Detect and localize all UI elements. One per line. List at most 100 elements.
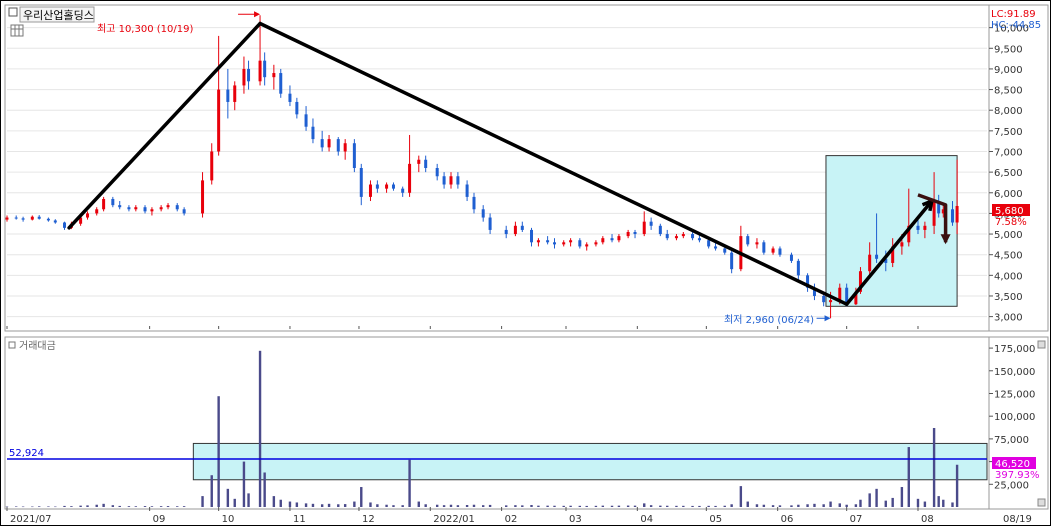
candle: [569, 238, 573, 247]
candle-body: [127, 207, 131, 210]
candle-body: [520, 225, 524, 230]
volume-bar: [932, 427, 936, 507]
candle: [796, 258, 800, 280]
candle-body: [822, 295, 826, 303]
volume-bar: [868, 493, 871, 507]
volume-bar: [272, 496, 276, 507]
volume-bar: [134, 506, 138, 507]
x-tick-label: 02: [505, 514, 518, 525]
price-tick-label: 10,000: [994, 24, 1029, 35]
candle: [923, 221, 927, 239]
title-label-box[interactable]: [19, 6, 95, 23]
volume-bar: [392, 505, 395, 507]
volume-bar: [666, 505, 669, 507]
volume-bar: [778, 505, 782, 507]
volume-bar: [465, 505, 469, 507]
candle-body: [845, 287, 849, 305]
trend-line: [258, 21, 849, 306]
candle-body: [674, 236, 678, 239]
high-marker-arrow: [254, 11, 261, 18]
volume-bar: [54, 506, 57, 508]
candle-body: [304, 114, 308, 127]
x-tick-label: 07: [850, 514, 863, 525]
price-tick-label: 4,500: [994, 251, 1023, 262]
chart-title: 우리산업홀딩스: [23, 9, 94, 22]
volume-bar: [578, 505, 582, 507]
candle: [456, 172, 460, 189]
hc-label: HC:-44.85: [991, 20, 1041, 31]
candle: [46, 217, 50, 222]
candle-body: [594, 242, 598, 245]
volume-bar: [456, 505, 460, 507]
candle: [336, 137, 340, 156]
candle: [258, 15, 262, 86]
volume-bar: [233, 498, 236, 507]
candle: [875, 213, 879, 263]
candle-body: [601, 238, 605, 243]
x-tick-label: 09: [153, 514, 166, 525]
volume-bar: [150, 506, 154, 507]
candle: [320, 130, 324, 152]
scroll-up-button[interactable]: [1037, 340, 1046, 349]
x-axis-end-label: 08/19: [1003, 514, 1032, 525]
candle-body: [166, 205, 170, 208]
candle: [368, 180, 372, 202]
candle-body: [150, 209, 154, 212]
volume-bar: [822, 504, 825, 507]
candle: [279, 68, 283, 98]
low-annotation: 최저 2,960 (06/24): [724, 314, 814, 326]
candle-body: [755, 242, 759, 245]
candle-body: [5, 217, 9, 220]
volume-bar: [337, 504, 340, 507]
candle: [868, 242, 872, 276]
candle-body: [118, 205, 122, 208]
volume-bar: [488, 504, 492, 507]
candle: [385, 182, 389, 193]
candle: [714, 242, 718, 251]
highlights: [192, 155, 988, 481]
candle-body: [279, 73, 283, 94]
candle: [391, 182, 395, 191]
candle-body: [730, 252, 734, 270]
volume-bar: [617, 505, 621, 507]
candle-body: [14, 217, 18, 219]
table-icon[interactable]: [10, 24, 24, 37]
candle: [263, 52, 267, 86]
candle-body: [806, 275, 810, 288]
candle-body: [955, 205, 959, 223]
volume-bar: [5, 506, 9, 508]
volume-bar: [263, 472, 266, 507]
candle: [585, 242, 589, 251]
candle: [681, 231, 685, 239]
last-volume-badge: [992, 457, 1036, 469]
volume-bar: [435, 504, 439, 507]
price-axis-panel: [988, 4, 1049, 332]
candle-body: [626, 231, 630, 237]
scroll-down-button[interactable]: [1037, 498, 1046, 507]
candle: [143, 205, 147, 214]
candle: [642, 211, 646, 237]
candle: [481, 205, 485, 222]
volume-bar: [546, 505, 549, 507]
volume-bar: [38, 506, 41, 507]
candle-body: [723, 248, 727, 253]
volume-bar: [714, 505, 717, 507]
candle: [63, 221, 67, 230]
volume-bar: [762, 504, 766, 507]
candle-body: [829, 300, 833, 303]
candle: [118, 201, 122, 210]
candle-body: [778, 248, 782, 255]
candle-body: [649, 221, 653, 226]
volume-bar: [907, 447, 910, 507]
volume-bar: [376, 504, 379, 507]
volume-bar: [247, 493, 250, 507]
candle: [617, 234, 621, 243]
volume-bar: [675, 505, 678, 507]
volume-bar: [86, 505, 89, 507]
x-tick-label: 10: [222, 514, 235, 525]
candle: [311, 118, 315, 144]
volume-bar: [875, 488, 878, 507]
price-tick-label: 3,000: [994, 313, 1023, 324]
